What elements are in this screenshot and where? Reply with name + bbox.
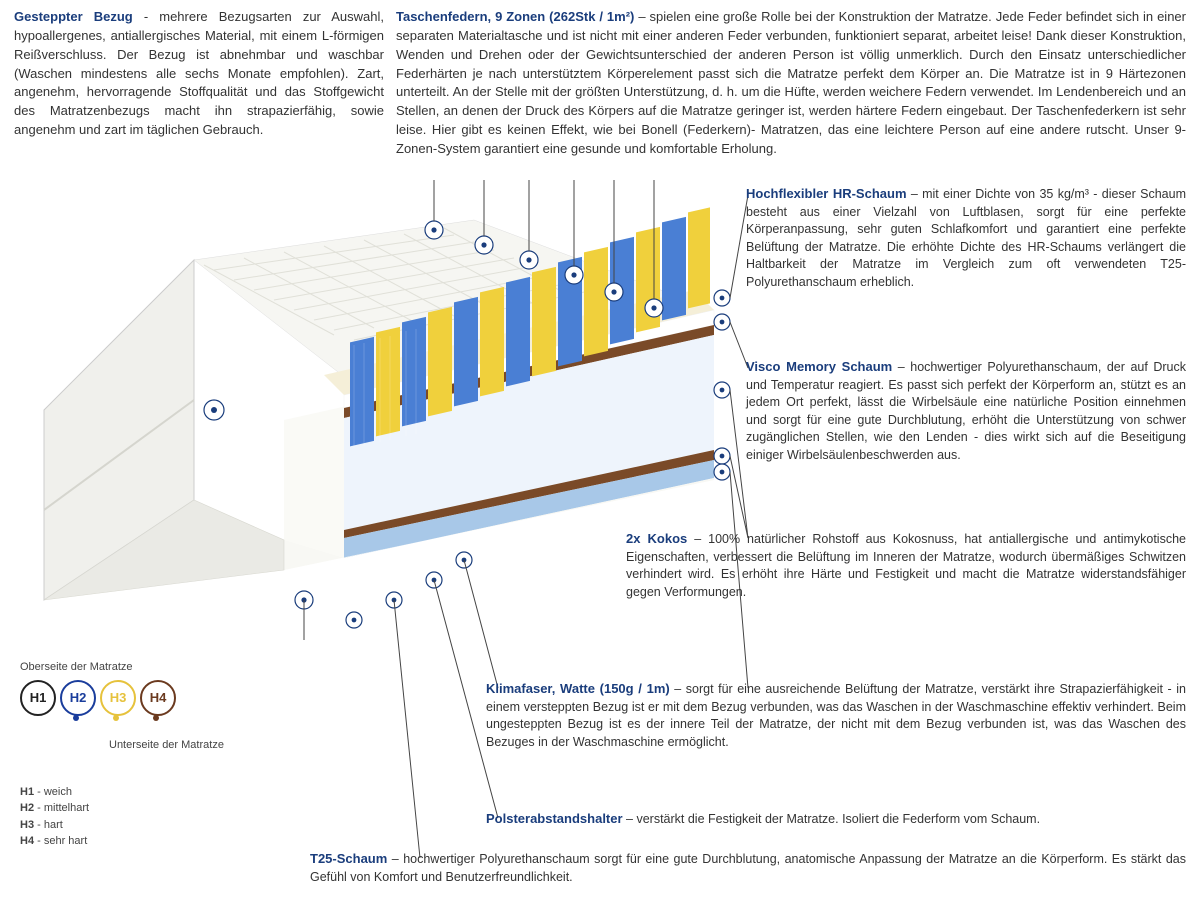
legend-bottom-label: Unterseite der Matratze [109, 738, 274, 754]
springs-title: Taschenfedern, 9 Zonen (262Stk / 1m²) [396, 9, 634, 24]
klima-block: Klimafaser, Watte (150g / 1m) – sorgt fü… [486, 680, 1186, 751]
legend-item-h3: H3 - hart [20, 817, 274, 834]
legend-circles: H1 H2 H3 H4 [20, 680, 274, 716]
circle-h4: H4 [140, 680, 176, 716]
legend-dots [64, 714, 254, 728]
visco-block: Visco Memory Schaum – hochwertiger Polyu… [746, 358, 1186, 464]
hr-title: Hochflexibler HR-Schaum [746, 186, 907, 201]
visco-title: Visco Memory Schaum [746, 359, 892, 374]
circle-h3: H3 [100, 680, 136, 716]
cover-description: Gesteppter Bezug - mehrere Bezugsarten z… [14, 8, 384, 159]
kokos-title: 2x Kokos [626, 531, 687, 546]
springs-description: Taschenfedern, 9 Zonen (262Stk / 1m²) – … [396, 8, 1186, 159]
legend-item-h1: H1 - weich [20, 784, 274, 801]
legend-list: H1 - weich H2 - mittelhart H3 - hart H4 … [20, 784, 274, 850]
kokos-block: 2x Kokos – 100% natürlicher Rohstoff aus… [626, 530, 1186, 601]
legend-item-h4: H4 - sehr hart [20, 833, 274, 850]
circle-h1: H1 [20, 680, 56, 716]
springs-text: spielen eine große Rolle bei der Konstru… [396, 9, 1186, 156]
t25-title: T25-Schaum [310, 851, 387, 866]
cover-text: mehrere Bezugsarten zur Auswahl, hypoall… [14, 9, 384, 137]
cover-title: Gesteppter Bezug [14, 9, 133, 24]
hr-foam-block: Hochflexibler HR-Schaum – mit einer Dich… [746, 185, 1186, 291]
visco-text: hochwertiger Polyurethanschaum, der auf … [746, 360, 1186, 462]
kokos-text: 100% natürlicher Rohstoff aus Kokosnuss,… [626, 532, 1186, 599]
polster-title: Polsterabstandshalter [486, 811, 623, 826]
circle-h2: H2 [60, 680, 96, 716]
legend-top-label: Oberseite der Matratze [20, 660, 274, 676]
hr-text: mit einer Dichte von 35 kg/m³ - dieser S… [746, 187, 1186, 289]
hardness-legend: Oberseite der Matratze H1 H2 H3 H4 Unter… [14, 660, 274, 850]
t25-text: hochwertiger Polyurethanschaum sorgt für… [310, 852, 1186, 884]
t25-block: T25-Schaum – hochwertiger Polyurethansch… [310, 850, 1186, 886]
polster-text: verstärkt die Festigkeit der Matratze. I… [636, 812, 1040, 826]
top-text-row: Gesteppter Bezug - mehrere Bezugsarten z… [0, 0, 1200, 159]
polster-block: Polsterabstandshalter – verstärkt die Fe… [486, 810, 1186, 829]
klima-title: Klimafaser, Watte (150g / 1m) [486, 681, 670, 696]
legend-item-h2: H2 - mittelhart [20, 800, 274, 817]
